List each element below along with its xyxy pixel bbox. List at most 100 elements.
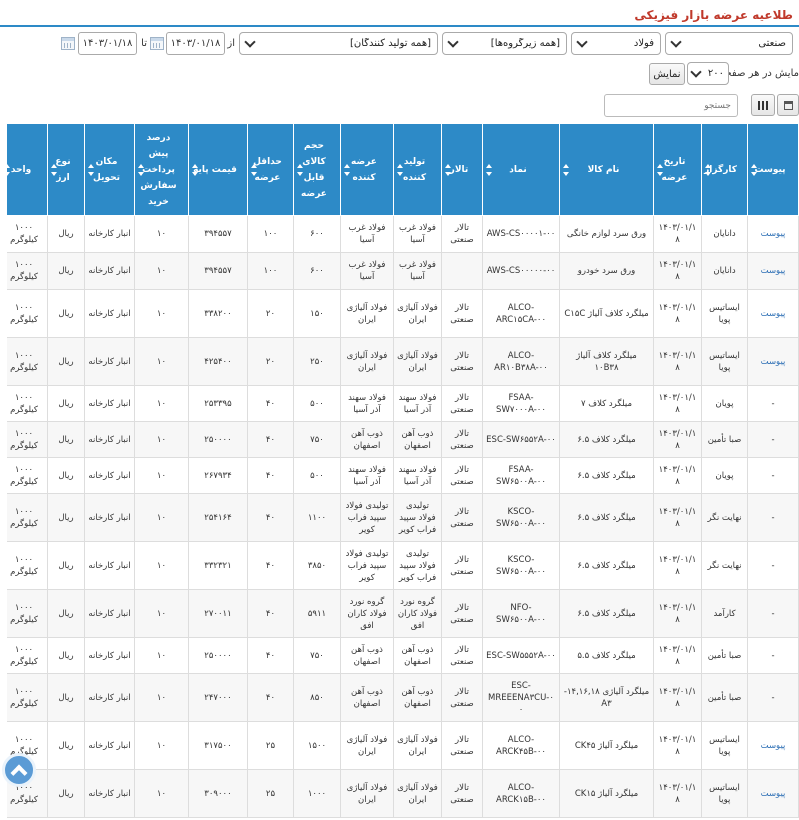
attachment-link[interactable]: پیوست bbox=[747, 337, 799, 386]
table-cell: تالار صنعتی bbox=[441, 589, 483, 638]
table-cell: ESC-SW۶۵۵۲A-۰۰ bbox=[482, 421, 560, 458]
column-header[interactable]: حداقل عرضه bbox=[247, 123, 294, 216]
table-cell: ۲۵ bbox=[247, 769, 294, 818]
column-header[interactable]: واحد bbox=[7, 123, 48, 216]
table-cell: پویان bbox=[701, 457, 748, 494]
column-header[interactable]: حجم کالای قابل عرضه bbox=[293, 123, 341, 216]
table-row[interactable]: - صبا تأمین ۱۴۰۳/۰۱/۱۸ میلگرد کلاف ۶.۵ ESC-S… bbox=[7, 421, 799, 458]
columns-button[interactable] bbox=[751, 94, 775, 116]
table-row[interactable]: - صبا تأمین ۱۴۰۳/۰۱/۱۸ میلگرد کلاف ۵.۵ ESC-S… bbox=[7, 637, 799, 674]
table-row[interactable]: پیوست دانایان ۱۴۰۳/۰۱/۱۸ ورق سرد خودرو AWS-C… bbox=[7, 252, 799, 290]
table-cell: ورق سرد لوازم خانگی bbox=[559, 215, 654, 253]
table-cell: نهایت نگر bbox=[701, 493, 748, 542]
sort-icon bbox=[297, 164, 303, 176]
table-cell: ۷۵۰ bbox=[293, 637, 341, 674]
export-button[interactable] bbox=[777, 94, 799, 116]
table-cell: صبا تأمین bbox=[701, 421, 748, 458]
table-cell: ۸۵۰ bbox=[293, 673, 341, 722]
column-header-label: تالار bbox=[449, 164, 469, 175]
scroll-to-top-button[interactable] bbox=[2, 753, 36, 787]
column-header[interactable]: درصد پیش پرداخت سفارش خرید bbox=[134, 123, 189, 216]
page-size-select[interactable]: ۲۰۰ bbox=[687, 62, 729, 85]
table-cell: ۱۰۰۰ کیلوگرم bbox=[7, 252, 48, 290]
table-cell: ۴۰ bbox=[247, 385, 294, 422]
table-cell: ذوب آهن اصفهان bbox=[340, 637, 394, 674]
table-cell: ایساتیس پویا bbox=[701, 337, 748, 386]
table-header-row: پیوست کارگزار تاریخ عرضه نام کالا نماد تالار ت… bbox=[7, 123, 799, 216]
table-row[interactable]: پیوست دانایان ۱۴۰۳/۰۱/۱۸ ورق سرد لوازم خانگ… bbox=[7, 215, 799, 253]
show-button[interactable]: نمایش bbox=[649, 63, 685, 85]
subgroup-select[interactable]: [همه زیرگروه‌ها] bbox=[442, 32, 567, 55]
market-select[interactable]: صنعتی bbox=[665, 32, 793, 55]
table-cell: ریال bbox=[47, 457, 85, 494]
table-cell: ۱۴۰۳/۰۱/۱۸ bbox=[653, 721, 702, 770]
table-cell: انبار کارخانه bbox=[84, 541, 135, 590]
attachment-link[interactable]: پیوست bbox=[747, 215, 799, 253]
table-cell: انبار کارخانه bbox=[84, 637, 135, 674]
column-header[interactable]: نماد bbox=[482, 123, 560, 216]
attachment-link[interactable]: پیوست bbox=[747, 252, 799, 290]
calendar-icon[interactable] bbox=[150, 37, 164, 50]
table-cell: ۱۰۰۰ کیلوگرم bbox=[7, 337, 48, 386]
attachment-link[interactable]: پیوست bbox=[747, 769, 799, 818]
table-row[interactable]: - پویان ۱۴۰۳/۰۱/۱۸ میلگرد کلاف ۶.۵ FSAA-SW۶۵… bbox=[7, 457, 799, 494]
table-row[interactable]: - صبا تأمین ۱۴۰۳/۰۱/۱۸ میلگرد آلیاژی ۱۴,۱۶,… bbox=[7, 673, 799, 722]
table-cell: ۱۱۰۰ bbox=[293, 493, 341, 542]
column-header[interactable]: تولید کننده bbox=[393, 123, 442, 216]
market-select-value: صنعتی bbox=[758, 38, 786, 49]
group-select[interactable]: فولاد bbox=[571, 32, 661, 55]
attachment-link[interactable]: پیوست bbox=[747, 289, 799, 338]
table-cell: فولاد غرب آسیا bbox=[393, 215, 442, 253]
table-cell: انبار کارخانه bbox=[84, 289, 135, 338]
sort-icon bbox=[705, 164, 711, 176]
table-cell: میلگرد آلیاژی ۱۴,۱۶,۱۸- A۳ bbox=[559, 673, 654, 722]
to-date-input[interactable]: ۱۴۰۳/۰۱/۱۸ bbox=[78, 32, 137, 55]
table-row[interactable]: پیوست ایساتیس پویا ۱۴۰۳/۰۱/۱۸ میلگرد آلیاژ … bbox=[7, 769, 799, 818]
table-cell: ALCO-ARC۱۵CA-۰۰ bbox=[482, 289, 560, 338]
column-header[interactable]: عرضه کننده bbox=[340, 123, 394, 216]
attachment-link[interactable]: پیوست bbox=[747, 721, 799, 770]
table-cell: فولاد آلیاژی ایران bbox=[340, 721, 394, 770]
table-cell: ریال bbox=[47, 337, 85, 386]
column-header[interactable]: نوع ارز bbox=[47, 123, 85, 216]
table-row[interactable]: پیوست ایساتیس پویا ۱۴۰۳/۰۱/۱۸ میلگرد کلاف آ… bbox=[7, 337, 799, 386]
table-cell: ۱۴۰۳/۰۱/۱۸ bbox=[653, 385, 702, 422]
producer-select[interactable]: [همه تولید کنندگان] bbox=[239, 32, 438, 55]
chevron-down-icon bbox=[670, 35, 682, 48]
producer-select-value: [همه تولید کنندگان] bbox=[349, 38, 431, 49]
table-row[interactable]: - نهایت نگر ۱۴۰۳/۰۱/۱۸ میلگرد کلاف ۶.۵ KSCO-… bbox=[7, 493, 799, 542]
sort-icon bbox=[563, 164, 569, 176]
from-date-input[interactable]: ۱۴۰۳/۰۱/۱۸ bbox=[166, 32, 225, 55]
column-header[interactable]: پیوست bbox=[747, 123, 799, 216]
table-cell: دانایان bbox=[701, 215, 748, 253]
table-cell: ایساتیس پویا bbox=[701, 769, 748, 818]
table-row[interactable]: - نهایت نگر ۱۴۰۳/۰۱/۱۸ میلگرد کلاف ۶.۵ KSCO-… bbox=[7, 541, 799, 590]
column-header[interactable]: قیمت پایه bbox=[188, 123, 248, 216]
table-cell: فولاد آلیاژی ایران bbox=[393, 721, 442, 770]
table-row[interactable]: - پویان ۱۴۰۳/۰۱/۱۸ میلگرد کلاف ۷ FSAA-SW۷۰۰۰… bbox=[7, 385, 799, 422]
attachment-link: - bbox=[747, 541, 799, 590]
table-cell: ۱۰ bbox=[134, 721, 189, 770]
table-cell: ALCO-ARCK۴۵B-۰۰ bbox=[482, 721, 560, 770]
table-cell: انبار کارخانه bbox=[84, 589, 135, 638]
column-header[interactable]: تالار bbox=[441, 123, 483, 216]
table-row[interactable]: - کارآمد ۱۴۰۳/۰۱/۱۸ میلگرد کلاف ۶.۵ NFO-SW۶۵… bbox=[7, 589, 799, 638]
table-cell: ۱۴۰۳/۰۱/۱۸ bbox=[653, 673, 702, 722]
column-header-label: درصد پیش پرداخت سفارش خرید bbox=[140, 132, 177, 207]
table-cell: ۱۴۰۳/۰۱/۱۸ bbox=[653, 289, 702, 338]
table-cell: تالار صنعتی bbox=[441, 637, 483, 674]
table-cell: تولیدی فولاد سپید فراب کویر bbox=[340, 493, 394, 542]
column-header[interactable]: نام کالا bbox=[559, 123, 654, 216]
calendar-icon[interactable] bbox=[61, 37, 75, 50]
table-cell: ۴۰ bbox=[247, 421, 294, 458]
column-header[interactable]: تاریخ عرضه bbox=[653, 123, 702, 216]
page-size-value: ۲۰۰ bbox=[707, 68, 724, 79]
table-row[interactable]: پیوست ایساتیس پویا ۱۴۰۳/۰۱/۱۸ میلگرد کلاف آ… bbox=[7, 289, 799, 338]
column-header[interactable]: مکان تحویل bbox=[84, 123, 135, 216]
table-cell: گروه نورد فولاد کاران افق bbox=[340, 589, 394, 638]
column-header-label: حداقل عرضه bbox=[253, 156, 282, 183]
table-cell: انبار کارخانه bbox=[84, 252, 135, 290]
table-row[interactable]: پیوست ایساتیس پویا ۱۴۰۳/۰۱/۱۸ میلگرد آلیاژ … bbox=[7, 721, 799, 770]
search-input[interactable] bbox=[604, 94, 738, 117]
column-header[interactable]: کارگزار bbox=[701, 123, 748, 216]
